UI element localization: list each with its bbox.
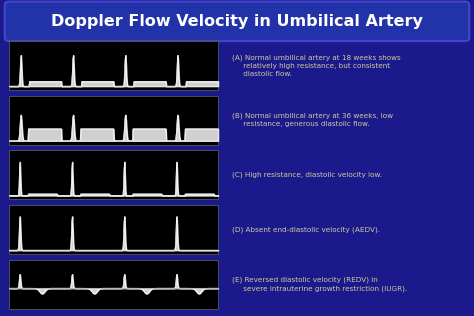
Bar	[9, 41, 218, 90]
Text: (A) Normal umbilical artery at 18 weeks shows
     relatively high resistance, b: (A) Normal umbilical artery at 18 weeks …	[232, 54, 401, 77]
Bar	[9, 96, 218, 145]
Text: (E) Reversed diastolic velocity (REDV) in
     severe intrauterine growth restri: (E) Reversed diastolic velocity (REDV) i…	[232, 277, 407, 292]
Text: (D) Absent end-diastolic velocity (AEDV).: (D) Absent end-diastolic velocity (AEDV)…	[232, 226, 380, 233]
FancyBboxPatch shape	[5, 2, 469, 41]
Bar	[9, 260, 218, 309]
Bar	[9, 205, 218, 254]
Text: (C) High resistance, diastolic velocity low.: (C) High resistance, diastolic velocity …	[232, 172, 382, 178]
Bar	[9, 150, 218, 199]
Text: (B) Normal umbilical artery at 36 weeks, low
     resistance, generous diastolic: (B) Normal umbilical artery at 36 weeks,…	[232, 113, 393, 127]
Text: Doppler Flow Velocity in Umbilical Artery: Doppler Flow Velocity in Umbilical Arter…	[51, 14, 423, 29]
